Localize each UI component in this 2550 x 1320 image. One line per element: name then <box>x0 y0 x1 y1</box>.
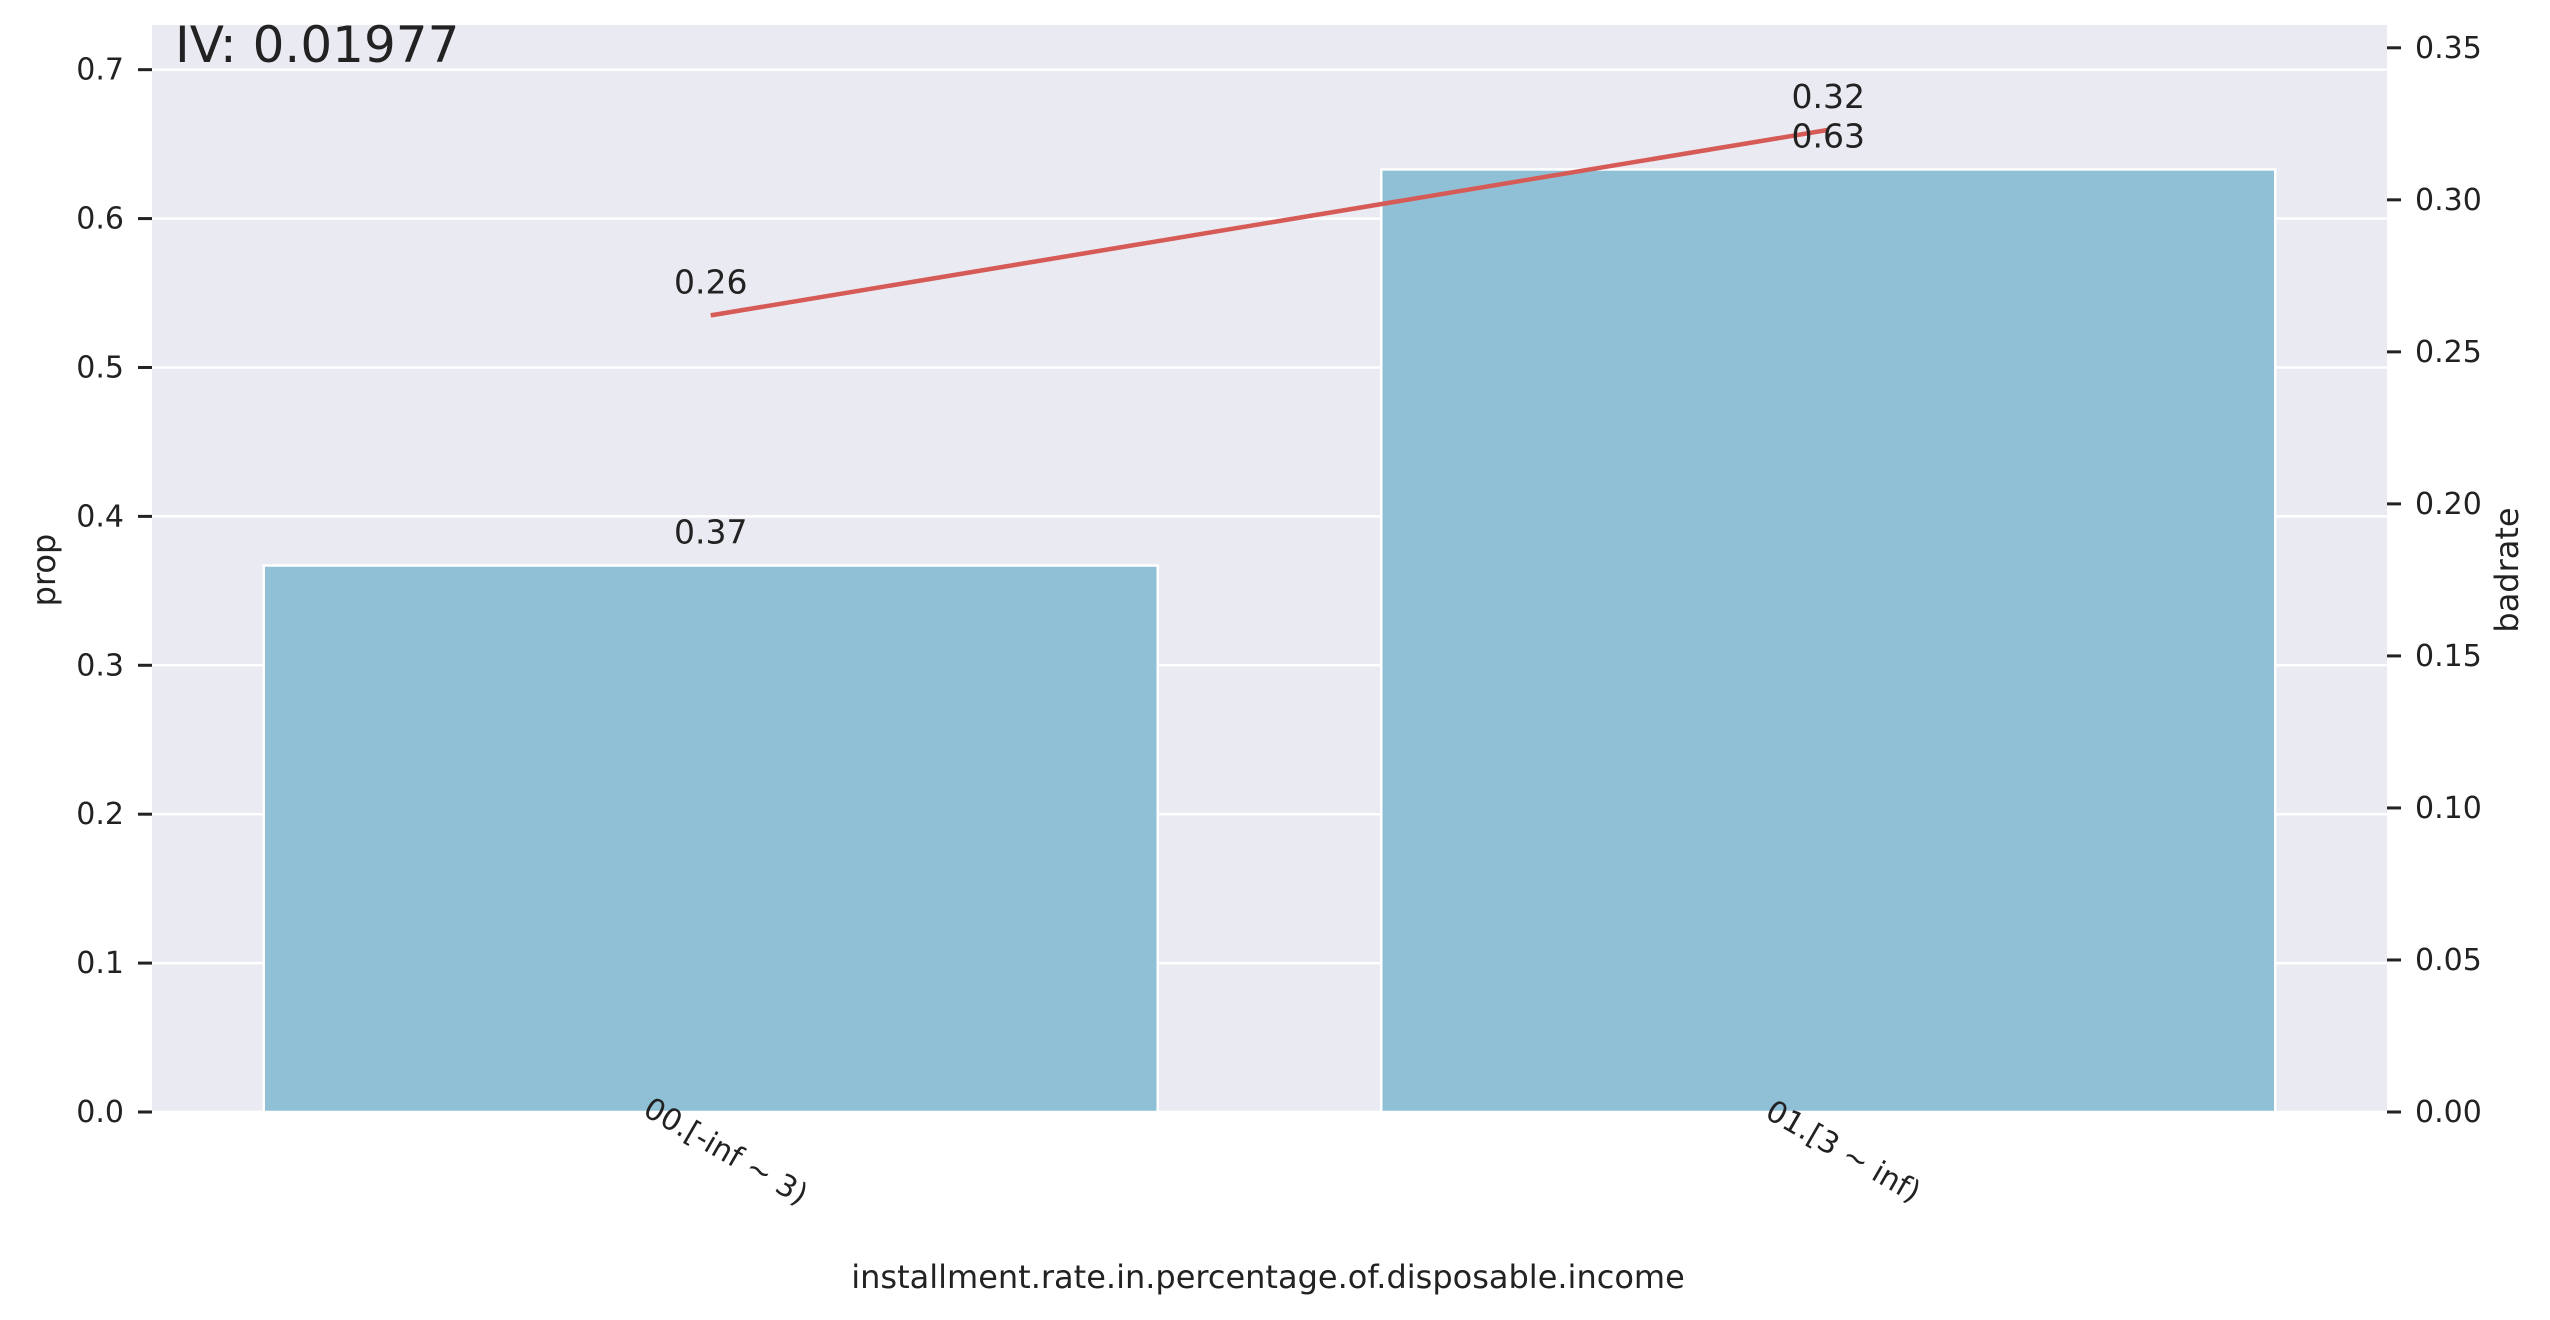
x-axis-title: installment.rate.in.percentage.of.dispos… <box>851 1258 1685 1296</box>
bar <box>262 564 1159 1114</box>
iv-annotation: IV: 0.01977 <box>175 16 459 74</box>
right-tick-label: 0.25 <box>2415 335 2482 370</box>
left-axis-title: prop <box>25 534 63 607</box>
right-tick-label: 0.00 <box>2415 1095 2482 1130</box>
left-tick-label: 0.2 <box>76 797 124 832</box>
bar <box>1380 168 2277 1114</box>
right-tick-label: 0.10 <box>2415 791 2482 826</box>
bars <box>262 168 2277 1114</box>
left-tick-label: 0.3 <box>76 648 124 683</box>
data-labels: 0.37 0.63 0.26 0.32 <box>674 77 1865 552</box>
bar-value-label: 0.37 <box>674 513 747 552</box>
right-tick-label: 0.20 <box>2415 487 2482 522</box>
left-tick-label: 0.7 <box>76 53 124 88</box>
right-axis-title: badrate <box>2488 507 2526 632</box>
badrate-line-layer <box>710 127 1829 318</box>
right-tick-label: 0.05 <box>2415 943 2482 978</box>
badrate-value-label: 0.32 <box>1792 77 1865 116</box>
right-tick-label: 0.30 <box>2415 183 2482 218</box>
right-tick-label: 0.15 <box>2415 639 2482 674</box>
left-tick-label: 0.5 <box>76 350 124 385</box>
badrate-value-label: 0.26 <box>674 262 747 301</box>
bar-value-label: 0.63 <box>1792 116 1865 155</box>
left-axis: 0.0 0.1 0.2 0.3 0.4 0.5 0.6 0.7 <box>76 53 152 1130</box>
right-axis: 0.00 0.05 0.10 0.15 0.20 0.25 0.30 0.35 <box>2387 31 2482 1130</box>
left-tick-label: 0.4 <box>76 499 124 534</box>
left-tick-label: 0.6 <box>76 202 124 237</box>
left-tick-label: 0.1 <box>76 946 124 981</box>
badrate-line <box>710 127 1829 318</box>
right-tick-label: 0.35 <box>2415 31 2482 66</box>
left-tick-label: 0.0 <box>76 1095 124 1130</box>
